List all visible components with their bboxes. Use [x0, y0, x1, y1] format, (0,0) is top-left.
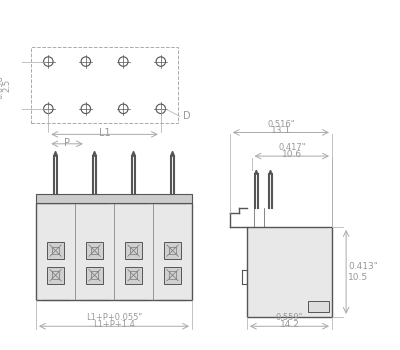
Bar: [164, 242, 181, 259]
Text: L1: L1: [99, 128, 110, 138]
Text: 0.417": 0.417": [278, 143, 306, 152]
Polygon shape: [54, 151, 58, 156]
Bar: [47, 242, 64, 259]
Bar: [130, 272, 137, 279]
Bar: [52, 272, 59, 279]
Text: L1+P+1.4: L1+P+1.4: [93, 320, 135, 329]
Bar: [130, 247, 137, 254]
Text: 14.2: 14.2: [280, 320, 299, 329]
Text: L1+P+0.055": L1+P+0.055": [86, 314, 142, 322]
Bar: [125, 242, 142, 259]
Bar: [169, 272, 176, 279]
Bar: [164, 267, 181, 284]
Text: 0.516": 0.516": [267, 120, 295, 129]
Bar: [86, 242, 103, 259]
Text: 0.559": 0.559": [276, 314, 303, 322]
Bar: [52, 247, 59, 254]
Polygon shape: [255, 170, 258, 174]
Text: 10.6: 10.6: [282, 150, 302, 159]
Polygon shape: [132, 151, 136, 156]
Polygon shape: [93, 151, 96, 156]
Text: 10.5: 10.5: [348, 273, 368, 282]
Bar: [47, 267, 64, 284]
Text: 0.098": 0.098": [0, 71, 5, 99]
Text: 0.413": 0.413": [348, 262, 378, 271]
Bar: [247, 227, 332, 317]
Bar: [36, 203, 192, 300]
Bar: [36, 194, 192, 203]
Bar: [125, 267, 142, 284]
Polygon shape: [171, 151, 174, 156]
Text: P: P: [64, 138, 70, 148]
Polygon shape: [269, 170, 272, 174]
Text: 13.1: 13.1: [271, 126, 291, 135]
Bar: [31, 47, 178, 123]
Text: 2.5: 2.5: [2, 79, 12, 92]
Bar: [169, 247, 176, 254]
Bar: [91, 247, 98, 254]
Bar: [86, 267, 103, 284]
Bar: [308, 301, 329, 312]
Text: D: D: [182, 111, 190, 121]
Bar: [91, 272, 98, 279]
